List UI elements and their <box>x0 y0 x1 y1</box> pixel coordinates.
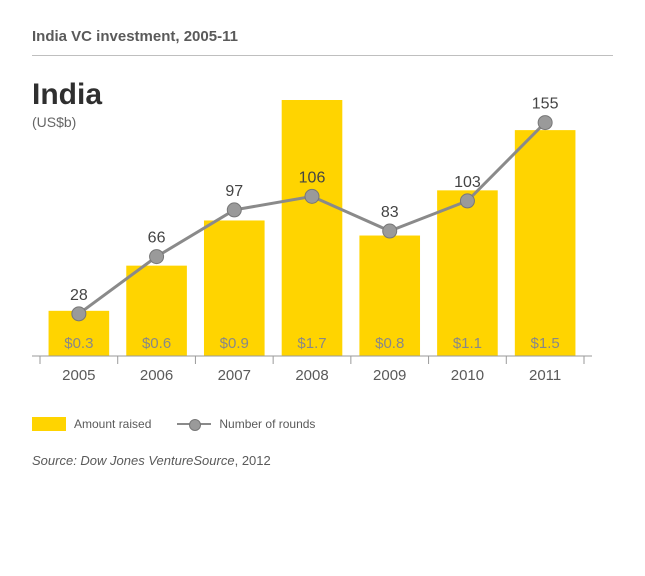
source-name: Dow Jones VentureSource <box>80 453 234 468</box>
line-value-label: 66 <box>148 230 166 247</box>
category-label: 2009 <box>373 367 406 384</box>
bar-value-label: $1.5 <box>531 335 560 352</box>
bar-value-label: $1.7 <box>297 335 326 352</box>
chart-area: $0.3 $0.6 $0.9 $1.7 $0.8 $1.1 $1.5 2005 2006 2007… <box>32 80 613 405</box>
line-marker <box>150 250 164 264</box>
bar-value-label: $0.9 <box>220 335 249 352</box>
source-line: Source: Dow Jones VentureSource, 2012 <box>32 453 613 468</box>
category-label: 2011 <box>529 367 561 384</box>
line-value-label: 83 <box>381 204 399 221</box>
line-swatch-icon <box>177 423 211 425</box>
line-marker <box>538 116 552 130</box>
line-marker <box>460 194 474 208</box>
legend: Amount raised Number of rounds <box>32 417 613 431</box>
line-value-label: 106 <box>299 169 326 186</box>
legend-item-line: Number of rounds <box>177 417 315 431</box>
chart-svg: $0.3 $0.6 $0.9 $1.7 $0.8 $1.1 $1.5 2005 2006 2007… <box>32 80 592 400</box>
bar-swatch-icon <box>32 417 66 431</box>
page-title: India VC investment, 2005-11 <box>32 28 613 56</box>
bar <box>282 100 343 356</box>
line-value-label: 28 <box>70 287 88 304</box>
line-marker <box>305 189 319 203</box>
line-marker <box>72 307 86 321</box>
category-label: 2006 <box>140 367 173 384</box>
category-label: 2007 <box>218 367 251 384</box>
bar-value-label: $1.1 <box>453 335 482 352</box>
bar-value-label: $0.6 <box>142 335 171 352</box>
bar <box>515 130 576 356</box>
legend-item-bars: Amount raised <box>32 417 151 431</box>
line-marker <box>227 203 241 217</box>
bar-value-label: $0.8 <box>375 335 404 352</box>
source-prefix: Source: <box>32 453 80 468</box>
line-value-label: 155 <box>532 96 559 113</box>
source-year: , 2012 <box>235 453 271 468</box>
line-value-label: 97 <box>225 183 243 200</box>
bar-value-label: $0.3 <box>64 335 93 352</box>
category-label: 2010 <box>451 367 484 384</box>
line-value-label: 103 <box>454 174 481 191</box>
line-marker <box>383 224 397 238</box>
bar <box>437 190 498 356</box>
legend-label-bars: Amount raised <box>74 417 151 431</box>
category-label: 2008 <box>295 367 328 384</box>
category-label: 2005 <box>62 367 95 384</box>
legend-label-line: Number of rounds <box>219 417 315 431</box>
